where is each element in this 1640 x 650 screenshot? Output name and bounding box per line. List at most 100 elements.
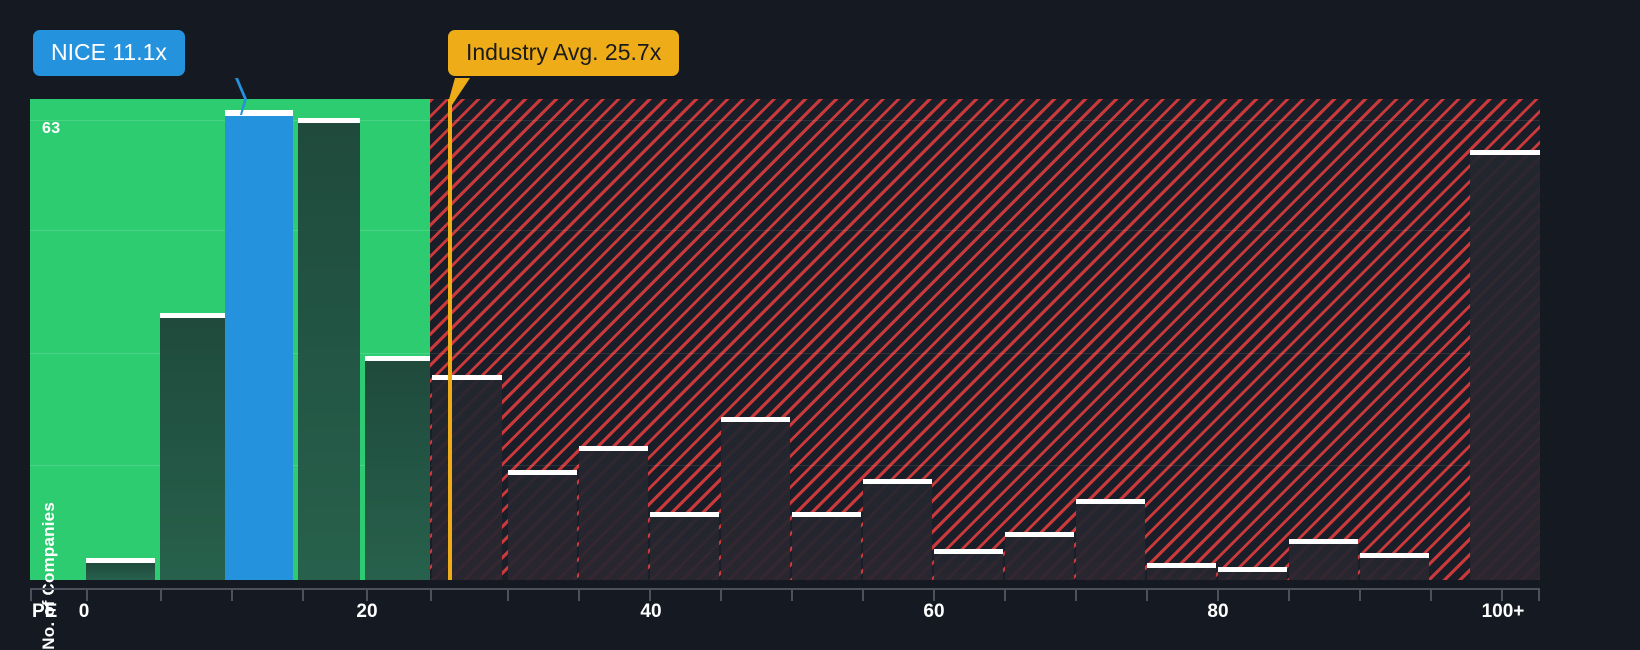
plot-area bbox=[30, 99, 1540, 580]
bar-body bbox=[792, 517, 861, 580]
zone-above-industry-average bbox=[430, 99, 1540, 580]
bar-40-45[interactable] bbox=[650, 512, 719, 580]
x-axis-tick bbox=[302, 590, 304, 601]
bar-cap bbox=[365, 356, 430, 361]
x-axis-line bbox=[30, 588, 1540, 590]
x-axis-tick bbox=[578, 590, 580, 601]
bar-cap bbox=[508, 470, 577, 475]
bar-body bbox=[365, 361, 430, 580]
bar-body bbox=[863, 484, 932, 580]
bar-75-80[interactable] bbox=[1147, 563, 1216, 580]
bar-45-50[interactable] bbox=[721, 417, 790, 580]
bar-90-95[interactable] bbox=[1360, 553, 1429, 580]
x-axis-tick bbox=[933, 590, 935, 601]
bar-cap bbox=[1470, 150, 1540, 155]
bar-cap bbox=[225, 110, 293, 116]
y-axis-title: No. of Companies bbox=[39, 502, 58, 650]
bar-body bbox=[1289, 544, 1358, 580]
bar-100-plus[interactable] bbox=[1470, 150, 1540, 580]
bar-body bbox=[721, 422, 790, 580]
bar-55-60[interactable] bbox=[863, 479, 932, 580]
x-axis-tick bbox=[1430, 590, 1432, 601]
bar-65-70[interactable] bbox=[1005, 532, 1074, 580]
company-pe-callout[interactable]: NICE 11.1x bbox=[33, 30, 185, 77]
bar-60-65[interactable] bbox=[934, 549, 1003, 580]
bar-body bbox=[160, 318, 228, 580]
bar-cap bbox=[1360, 553, 1429, 558]
x-axis-tick bbox=[430, 590, 432, 601]
x-tick-label-40: 40 bbox=[640, 601, 662, 622]
x-axis-tick bbox=[649, 590, 651, 601]
bar-cap bbox=[1289, 539, 1358, 544]
bar-body bbox=[225, 116, 293, 580]
bar-cap bbox=[160, 313, 228, 318]
bar-cap bbox=[792, 512, 861, 517]
x-tick-label-60: 60 bbox=[923, 601, 945, 622]
industry-average-callout-label: Industry Avg. 25.7x bbox=[466, 39, 662, 65]
x-tick-label-0: 0 bbox=[78, 601, 90, 622]
x-axis-tick bbox=[86, 590, 88, 601]
bar-body bbox=[650, 517, 719, 580]
x-axis-tick bbox=[1501, 590, 1503, 601]
industry-average-callout[interactable]: Industry Avg. 25.7x bbox=[448, 30, 680, 77]
x-axis-tick bbox=[1004, 590, 1006, 601]
bar-50-55[interactable] bbox=[792, 512, 861, 580]
bar-30-35[interactable] bbox=[508, 470, 577, 580]
company-pe-callout-label: NICE 11.1x bbox=[51, 39, 167, 65]
bar-body bbox=[432, 380, 502, 580]
x-tick-label-100+: 100+ bbox=[1481, 601, 1525, 622]
x-axis-tick bbox=[1359, 590, 1361, 601]
bar-body bbox=[579, 451, 648, 580]
y-max-value-label: 63 bbox=[42, 120, 61, 137]
x-axis-tick bbox=[1146, 590, 1148, 601]
bar-body bbox=[298, 123, 360, 580]
bar-85-90[interactable] bbox=[1289, 539, 1358, 580]
x-axis-tick bbox=[507, 590, 509, 601]
x-axis-tick bbox=[160, 590, 162, 601]
bar-5-10[interactable] bbox=[160, 313, 228, 580]
x-axis-title: PE bbox=[32, 601, 58, 622]
bar-cap bbox=[650, 512, 719, 517]
bar-body bbox=[508, 475, 577, 580]
bar-20-25[interactable] bbox=[365, 356, 430, 580]
bar-body bbox=[1470, 155, 1540, 580]
bar-body bbox=[934, 554, 1003, 580]
gridline bbox=[430, 465, 1540, 466]
bar-10-15-highlighted[interactable] bbox=[225, 110, 293, 580]
x-axis-tick bbox=[1075, 590, 1077, 601]
bar-25-30[interactable] bbox=[432, 375, 502, 580]
bar-80-85[interactable] bbox=[1218, 567, 1287, 580]
bar-body bbox=[1147, 568, 1216, 580]
x-axis-tick bbox=[231, 590, 233, 601]
x-axis-tick bbox=[1288, 590, 1290, 601]
x-axis-tick bbox=[366, 590, 368, 601]
x-tick-label-80: 80 bbox=[1207, 601, 1229, 622]
bar-35-40[interactable] bbox=[579, 446, 648, 580]
gridline bbox=[430, 230, 1540, 231]
bar-cap bbox=[934, 549, 1003, 554]
bar-body bbox=[1360, 558, 1429, 580]
bar-body bbox=[1218, 572, 1287, 580]
bar-cap bbox=[1005, 532, 1074, 537]
bar-70-75[interactable] bbox=[1076, 499, 1145, 580]
bar-cap bbox=[1147, 563, 1216, 568]
gridline bbox=[430, 120, 1540, 121]
x-axis-tick bbox=[862, 590, 864, 601]
bar-body bbox=[1005, 537, 1074, 580]
bar-body bbox=[86, 563, 155, 580]
bar-0-5[interactable] bbox=[86, 558, 155, 580]
x-axis-tick bbox=[1217, 590, 1219, 601]
x-axis-tick bbox=[791, 590, 793, 601]
bar-cap bbox=[298, 118, 360, 123]
x-axis-tick bbox=[30, 590, 32, 601]
bar-cap bbox=[1218, 567, 1287, 572]
gridline bbox=[430, 353, 1540, 354]
bar-cap bbox=[863, 479, 932, 484]
bar-cap bbox=[1076, 499, 1145, 504]
bar-15-20[interactable] bbox=[298, 118, 360, 580]
x-axis-tick bbox=[1538, 590, 1540, 601]
bar-body bbox=[1076, 504, 1145, 580]
x-axis-tick bbox=[720, 590, 722, 601]
bar-cap bbox=[721, 417, 790, 422]
